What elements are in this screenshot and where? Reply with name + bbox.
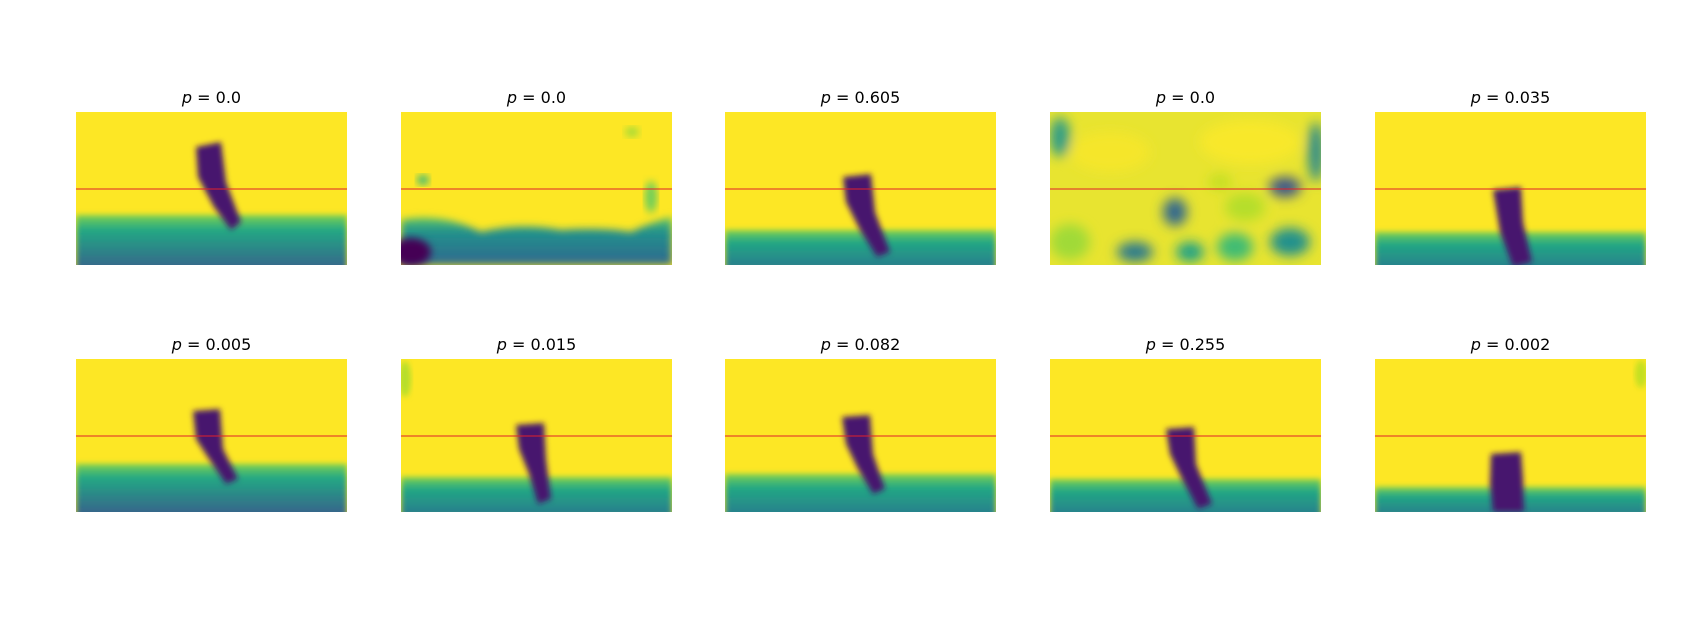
object-shape bbox=[1490, 452, 1524, 512]
object-shape bbox=[196, 142, 241, 230]
panel-title: p = 0.0 bbox=[506, 88, 567, 107]
panel-title: p = 0.0 bbox=[181, 88, 242, 107]
panel-title: p = 0.605 bbox=[820, 88, 901, 107]
object-shape bbox=[842, 415, 885, 494]
object-shape bbox=[843, 174, 890, 257]
heatmap-panel bbox=[1050, 112, 1321, 265]
heatmap-panel bbox=[401, 112, 672, 265]
heatmap-panel bbox=[725, 359, 996, 512]
heatmap-panel bbox=[1375, 359, 1646, 512]
heatmap-panel bbox=[76, 359, 347, 512]
panel-title: p = 0.0 bbox=[1155, 88, 1216, 107]
panel-title: p = 0.015 bbox=[496, 335, 577, 354]
object-shape bbox=[516, 423, 551, 504]
panel-title: p = 0.255 bbox=[1145, 335, 1226, 354]
object-shape bbox=[1493, 187, 1532, 265]
heatmap-panel bbox=[1050, 359, 1321, 512]
heatmap-panel bbox=[725, 112, 996, 265]
object-shape bbox=[1166, 427, 1212, 509]
heatmap-panel bbox=[401, 359, 672, 512]
heatmap-panel bbox=[1375, 112, 1646, 265]
panel-title: p = 0.002 bbox=[1470, 335, 1551, 354]
panel-title: p = 0.035 bbox=[1470, 88, 1551, 107]
panel-title: p = 0.005 bbox=[171, 335, 252, 354]
heatmap-panel bbox=[76, 112, 347, 265]
object-shape bbox=[193, 409, 238, 484]
panel-title: p = 0.082 bbox=[820, 335, 901, 354]
